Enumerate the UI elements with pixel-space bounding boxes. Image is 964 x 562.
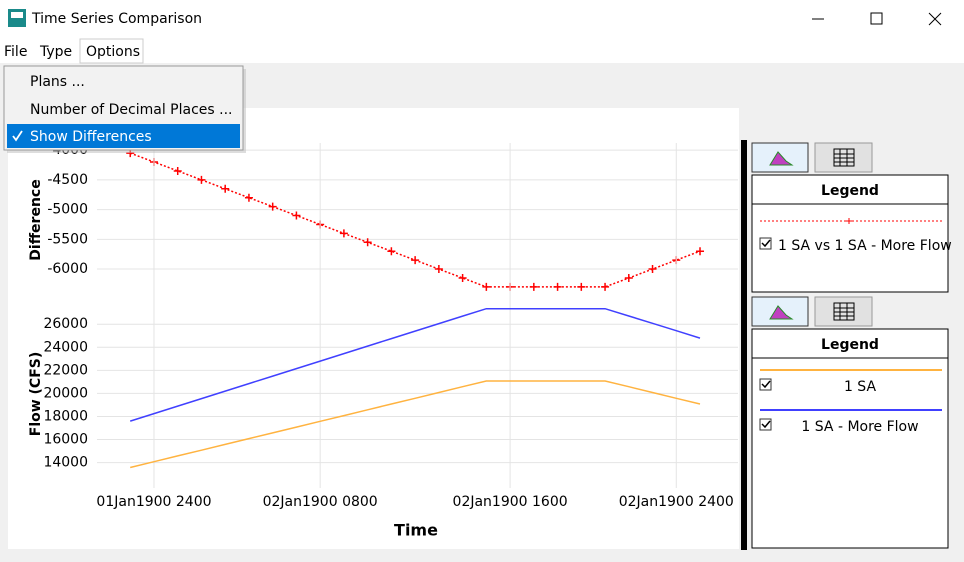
data-point	[173, 166, 182, 175]
y-tick-label: 22000	[43, 362, 88, 378]
data-point	[292, 211, 301, 220]
data-point	[221, 184, 230, 193]
x-tick-label: 01Jan1900 2400	[96, 494, 211, 510]
dropdown-item[interactable]: Show Differences	[30, 129, 152, 145]
y-tick-label: 18000	[43, 408, 88, 424]
x-tick-label: 02Jan1900 1600	[453, 494, 568, 510]
x-tick-label: 02Jan1900 2400	[619, 494, 734, 510]
legend-box	[751, 328, 949, 549]
y-tick-label: -5000	[47, 202, 88, 218]
window-title: Time Series Comparison	[31, 11, 202, 27]
data-point	[197, 175, 206, 184]
y-tick-label: -6000	[47, 261, 88, 277]
dropdown-item[interactable]: Plans ...	[30, 74, 85, 90]
data-point	[244, 193, 253, 202]
plot-area	[97, 143, 738, 297]
series-line	[129, 307, 701, 422]
check-icon	[12, 130, 23, 142]
y-tick-label: 24000	[43, 339, 88, 355]
legend-check	[761, 420, 771, 429]
legend-label: 1 SA	[844, 379, 877, 395]
data-point	[339, 229, 348, 238]
data-point	[601, 282, 610, 291]
plot-area	[97, 300, 738, 488]
y-tick-label: 16000	[43, 432, 88, 448]
legend-check	[761, 239, 771, 248]
data-point	[624, 273, 633, 282]
legend-panels: Legend 1 SA vs 1 SA - More Flow Legend 1 SA…	[751, 142, 952, 549]
data-point	[648, 265, 657, 274]
data-point	[529, 282, 538, 291]
menu-item[interactable]: File	[4, 44, 27, 60]
dropdown-menu: Plans ... Number of Decimal Places ... S…	[3, 65, 246, 153]
data-point	[363, 238, 372, 247]
y-axis-title: Difference	[28, 179, 44, 260]
x-axis-title: Time	[394, 521, 438, 540]
legend-title: Legend	[821, 183, 879, 199]
menu-item[interactable]: Options	[86, 44, 140, 60]
legend-marker	[846, 218, 852, 224]
y-tick-label: 26000	[43, 316, 88, 332]
app-icon-detail	[11, 12, 23, 18]
data-point	[696, 247, 705, 256]
menu-bar	[0, 38, 964, 63]
splitter	[741, 140, 747, 550]
data-point	[411, 256, 420, 265]
legend-checkbox[interactable]	[759, 237, 772, 250]
table-icon	[833, 302, 855, 321]
legend-check	[761, 380, 771, 389]
legend-checkbox[interactable]	[759, 378, 772, 391]
data-point	[268, 202, 277, 211]
graph-icon	[769, 305, 794, 320]
table-icon	[833, 148, 855, 167]
data-point	[553, 282, 562, 291]
menu-item[interactable]: Type	[39, 44, 72, 60]
data-point	[387, 247, 396, 256]
close-button[interactable]	[928, 12, 942, 26]
data-point	[577, 282, 586, 291]
series-line	[130, 380, 701, 469]
legend-checkbox[interactable]	[759, 418, 772, 431]
dropdown-item[interactable]: Number of Decimal Places ...	[30, 102, 233, 118]
y-tick-label: -5500	[47, 231, 88, 247]
maximize-button[interactable]	[870, 12, 883, 25]
charts: -4000-4500-5000-5500-6000Difference14000…	[28, 142, 738, 540]
dropdown-highlight	[7, 124, 240, 148]
legend-label: 1 SA vs 1 SA - More Flow	[778, 238, 952, 254]
x-tick-label: 02Jan1900 0800	[263, 494, 378, 510]
y-axis-title: Flow (CFS)	[28, 352, 44, 437]
y-tick-label: 20000	[43, 385, 88, 401]
data-point	[458, 273, 467, 282]
data-point	[434, 265, 443, 274]
y-tick-label: 14000	[43, 455, 88, 471]
title-bar	[0, 0, 964, 38]
data-point	[482, 282, 491, 291]
y-tick-label: -4500	[47, 172, 88, 188]
legend-box	[751, 174, 949, 293]
menu-item-open	[79, 38, 144, 64]
legend-title: Legend	[821, 337, 879, 353]
legend-label: 1 SA - More Flow	[801, 419, 918, 435]
graph-icon	[769, 151, 794, 166]
